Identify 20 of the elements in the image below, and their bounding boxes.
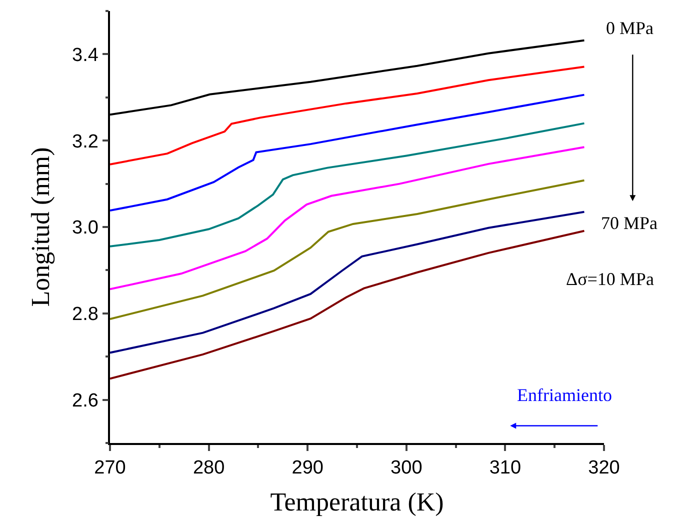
annotation: 70 MPa <box>601 213 658 233</box>
annotation: Δσ=10 MPa <box>566 269 654 289</box>
x-tick-label: 270 <box>94 458 126 479</box>
x-tick-label: 300 <box>390 458 422 479</box>
text: 0 MPa <box>606 18 654 38</box>
x-tick-label: 320 <box>588 458 620 479</box>
line-series <box>110 122 586 248</box>
x-tick-label: 290 <box>292 458 324 479</box>
y-tick-label: 3.2 <box>72 131 98 152</box>
y-tick-label: 3.0 <box>72 218 98 239</box>
annotation: Enfriamiento <box>517 385 612 405</box>
y-tick-label: 2.6 <box>72 390 98 412</box>
y-axis-title: Longitud (mm) <box>26 147 55 307</box>
x-tick-label: 280 <box>192 458 225 479</box>
y-tick-label: 3.4 <box>72 44 99 66</box>
y-tick-label: 2.8 <box>72 304 98 326</box>
line-series <box>110 94 586 212</box>
x-axis-title: Temperatura (K) <box>270 488 444 517</box>
x-tick-label: 310 <box>489 458 522 479</box>
line-series <box>110 66 586 166</box>
